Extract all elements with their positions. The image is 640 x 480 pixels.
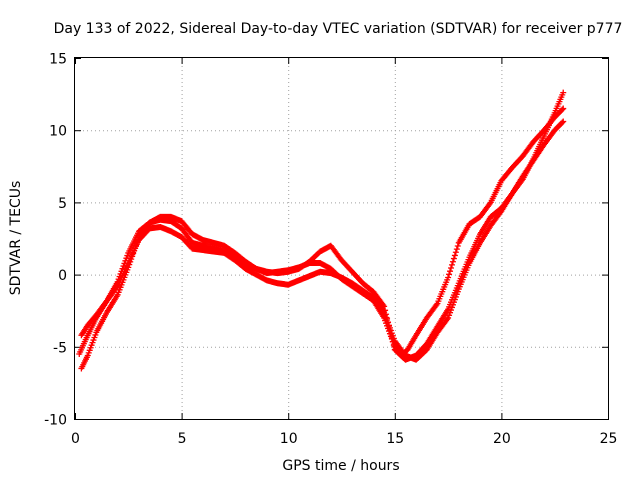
data-point [448,261,455,268]
data-point [518,177,525,184]
data-point [131,247,138,254]
data-point [486,200,493,207]
y-tick-label: 0 [58,268,67,284]
y-tick-label: 5 [58,196,67,212]
data-point [445,274,452,281]
grid [75,58,608,419]
data-point [382,307,389,314]
data-point [383,311,390,318]
data-point [560,105,567,112]
x-tick-label: 0 [71,431,80,447]
x-tick-label: 15 [386,431,404,447]
data-point [134,239,141,246]
data-point [133,242,140,249]
data-point [388,334,395,341]
plot-area [76,89,567,372]
y-tick-label: -10 [44,413,67,429]
data-point [560,118,567,125]
y-tick-label: -5 [53,340,67,356]
data-point [386,326,393,333]
data-point [449,258,456,265]
data-point [447,268,454,275]
data-point [453,246,460,253]
data-point [130,250,137,257]
chart-title: Day 133 of 2022, Sidereal Day-to-day VTE… [54,21,623,37]
series-track-2 [78,118,567,363]
data-point [384,315,391,322]
data-point [132,245,139,252]
data-point [454,242,461,249]
data-point [446,271,453,278]
data-point [389,338,396,345]
x-axis-label: GPS time / hours [282,458,399,474]
y-tick-label: 10 [49,124,67,140]
data-point [560,89,567,96]
data-point [125,264,132,271]
data-point [390,342,397,349]
data-point [127,258,134,265]
data-point [381,303,388,310]
data-point [451,252,458,259]
y-tick-label: 15 [49,52,67,68]
data-point [126,261,133,268]
data-point [385,319,392,326]
series-track-1 [76,105,567,359]
data-point [452,249,459,256]
data-point [129,253,136,260]
data-point [128,256,135,263]
data-point [387,330,394,337]
data-point [134,236,141,243]
x-tick-label: 20 [493,431,511,447]
plot-frame [74,57,609,420]
x-tick-label: 10 [280,431,298,447]
data-point [385,323,392,330]
data-point [450,255,457,262]
x-tick-label: 25 [600,431,618,447]
data-point [433,301,440,308]
y-axis-label: SDTVAR / TECUs [8,181,24,296]
data-point [559,119,566,126]
x-tick-label: 5 [178,431,187,447]
data-point [380,302,387,309]
data-point [448,265,455,272]
data-point [559,106,566,113]
series-track-3 [78,89,567,372]
